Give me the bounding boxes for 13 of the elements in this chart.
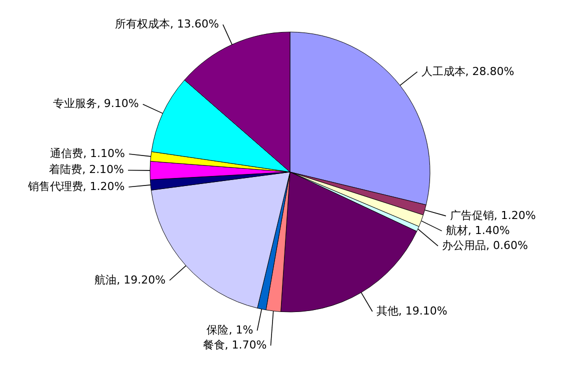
slice-label: 销售代理费, 1.20%: [26, 180, 125, 193]
slice-label: 专业服务, 9.10%: [52, 97, 139, 110]
slice-label: 办公用品, 0.60%: [442, 238, 528, 252]
slice-label: 保险, 1%: [206, 324, 254, 337]
slice-label: 航材, 1.40%: [446, 224, 510, 237]
slice-label: 餐食, 1.70%: [202, 338, 267, 352]
slice-label: 通信费, 1.10%: [50, 146, 126, 160]
slice-label: 着陆费, 2.10%: [49, 163, 124, 176]
slice-label: 其他, 19.10%: [376, 304, 448, 318]
slice-label: 人工成本, 28.80%: [421, 64, 514, 78]
slice-label: 广告促销, 1.20%: [450, 208, 536, 222]
slice-label: 航油, 19.20%: [94, 273, 166, 286]
slice-label: 所有权成本, 13.60%: [114, 18, 219, 31]
